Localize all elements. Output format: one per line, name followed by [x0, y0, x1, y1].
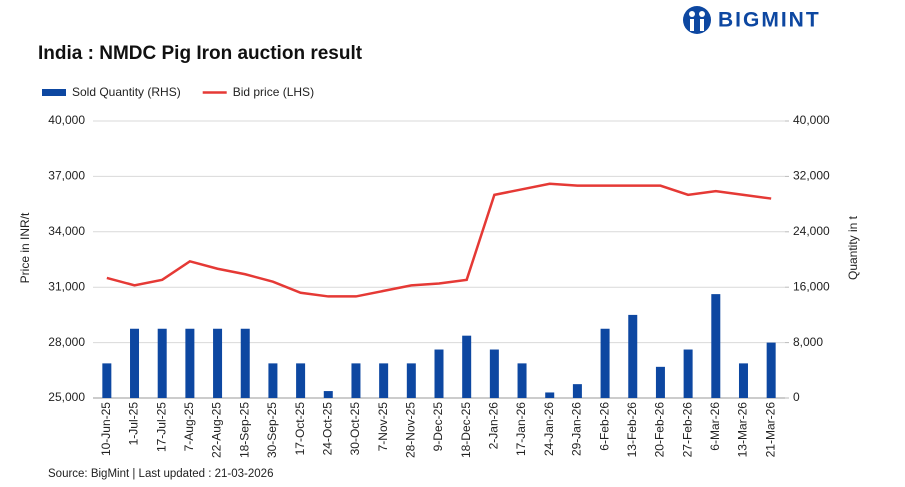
bar — [434, 349, 444, 398]
y2-tick-label: 0 — [793, 390, 800, 404]
brand-name: BIGMINT — [718, 9, 821, 32]
y-tick-label: 25,000 — [48, 390, 85, 404]
x-tick-label: 17-Jan-26 — [514, 402, 528, 456]
x-tick-label: 10-Jun-25 — [99, 402, 113, 456]
source-note: Source: BigMint | Last updated : 21-03-2… — [48, 468, 273, 480]
x-tick-label: 1-Jul-25 — [127, 402, 141, 446]
y2-tick-label: 32,000 — [793, 169, 830, 183]
bar — [157, 328, 167, 398]
bar — [213, 328, 223, 398]
y2-axis-label: Quantity in t — [846, 215, 860, 280]
line — [106, 182, 772, 298]
bar — [545, 392, 555, 398]
x-tick-label: 20-Feb-26 — [653, 402, 667, 458]
x-tick-label: 27-Feb-26 — [680, 402, 694, 458]
y-tick-label: 31,000 — [48, 279, 85, 293]
y2-tick-label: 8,000 — [793, 335, 823, 349]
y-tick-label: 40,000 — [48, 113, 85, 127]
bar — [683, 349, 693, 398]
bar — [572, 384, 582, 398]
x-tick-label: 18-Sep-25 — [237, 402, 251, 458]
x-tick-label: 18-Dec-25 — [459, 402, 473, 458]
bar — [462, 335, 472, 398]
bar — [628, 314, 638, 398]
x-tick-label: 9-Dec-25 — [431, 402, 445, 452]
bar — [600, 328, 610, 398]
y-tick-label: 37,000 — [48, 169, 85, 183]
x-tick-label: 30-Oct-25 — [348, 402, 362, 456]
bar — [323, 391, 333, 398]
bar — [296, 363, 306, 398]
x-tick-label: 17-Oct-25 — [293, 402, 307, 456]
x-tick-label: 22-Aug-25 — [210, 402, 224, 458]
chart-title: India : NMDC Pig Iron auction result — [38, 43, 363, 64]
brand-logo: BIGMINT — [683, 6, 821, 34]
x-tick-label: 24-Jan-26 — [542, 402, 556, 456]
bar — [738, 363, 748, 398]
bar — [185, 328, 195, 398]
bar — [379, 363, 389, 398]
bar — [240, 328, 250, 398]
x-tick-label: 21-Mar-26 — [763, 402, 777, 458]
x-tick-label: 24-Oct-25 — [320, 402, 334, 456]
bar — [130, 328, 140, 398]
x-tick-label: 13-Feb-26 — [625, 402, 639, 458]
bar — [406, 363, 416, 398]
x-tick-label: 28-Nov-25 — [403, 402, 417, 458]
y-axis-label: Price in INR/t — [18, 212, 32, 283]
y2-tick-label: 24,000 — [793, 224, 830, 238]
bar — [711, 294, 721, 398]
x-tick-label: 7-Nov-25 — [376, 402, 390, 452]
legend-label: Sold Quantity (RHS) — [72, 85, 181, 99]
bar — [102, 363, 112, 398]
y2-tick-label: 40,000 — [793, 113, 830, 127]
y2-tick-label: 16,000 — [793, 279, 830, 293]
x-tick-label: 6-Mar-26 — [708, 402, 722, 451]
legend-swatch — [42, 89, 66, 96]
bar — [268, 363, 278, 398]
x-tick-label: 2-Jan-26 — [487, 402, 501, 450]
x-tick-label: 6-Feb-26 — [597, 402, 611, 451]
legend-label: Bid price (LHS) — [233, 85, 314, 99]
bar — [766, 342, 776, 398]
x-tick-label: 17-Jul-25 — [154, 402, 168, 452]
bar — [489, 349, 499, 398]
x-tick-label: 13-Mar-26 — [736, 402, 750, 458]
x-tick-label: 29-Jan-26 — [570, 402, 584, 456]
bar — [351, 363, 361, 398]
x-tick-label: 30-Sep-25 — [265, 402, 279, 458]
bar — [517, 363, 527, 398]
y-tick-label: 28,000 — [48, 335, 85, 349]
bar — [655, 366, 665, 398]
x-tick-label: 7-Aug-25 — [182, 402, 196, 452]
y-tick-label: 34,000 — [48, 224, 85, 238]
